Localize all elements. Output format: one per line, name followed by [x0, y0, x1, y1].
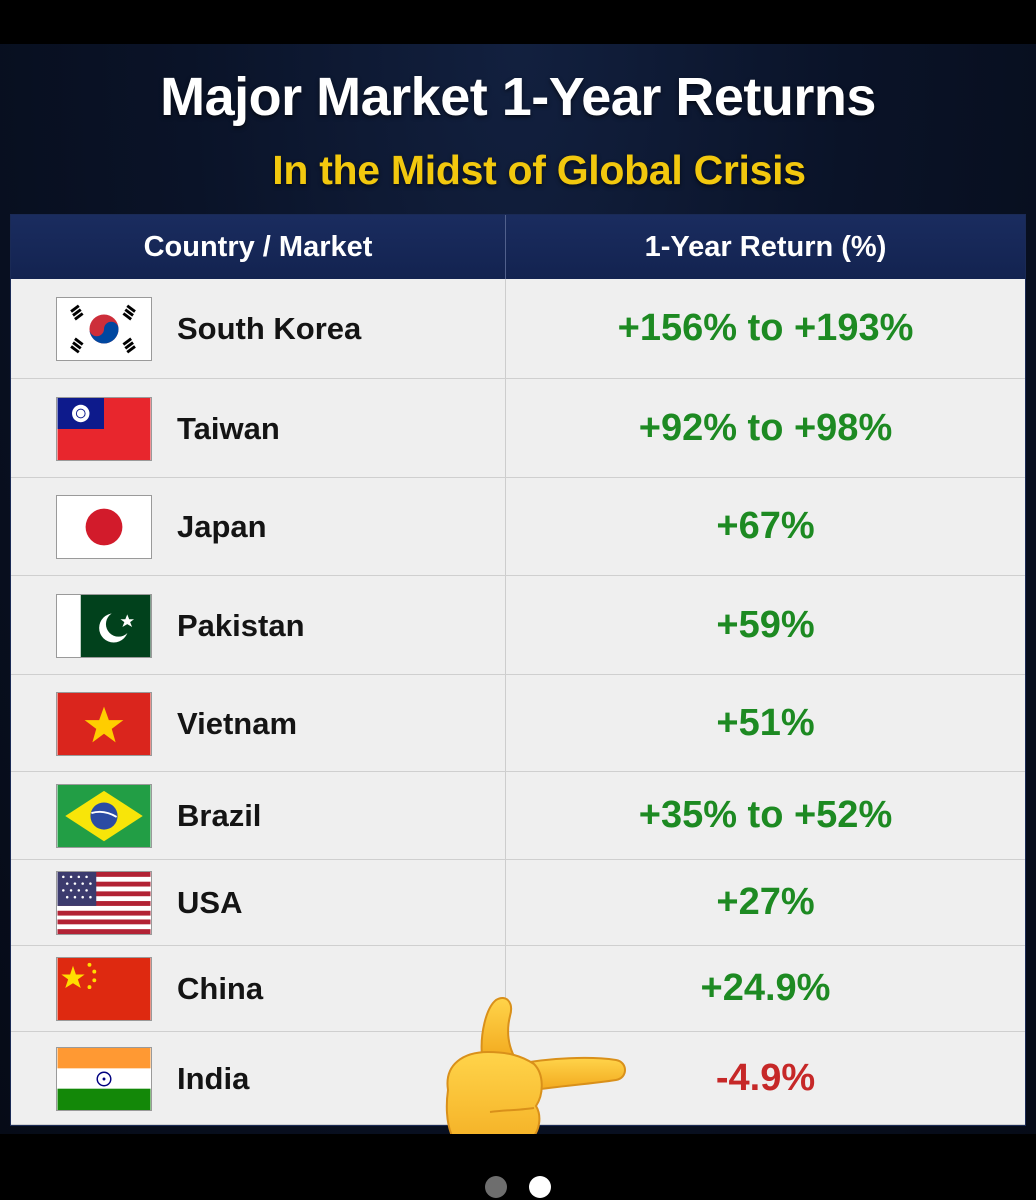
table-header: Country / Market 1-Year Return (%)	[11, 215, 1025, 281]
carousel-indicator	[0, 1176, 1036, 1198]
return-value: +51%	[716, 702, 815, 744]
china-flag-icon	[56, 957, 152, 1021]
column-divider	[505, 946, 506, 1031]
taiwan-flag-icon	[56, 397, 152, 461]
column-divider	[505, 478, 506, 575]
column-header-return: 1-Year Return (%)	[644, 231, 887, 263]
vietnam-flag-icon	[56, 692, 152, 756]
pakistan-flag-icon	[56, 594, 152, 658]
column-divider	[505, 860, 506, 945]
column-divider	[505, 379, 506, 477]
infographic-card: Major Market 1-Year Returns In the Midst…	[0, 44, 1036, 1134]
carousel-dot-1[interactable]	[485, 1176, 507, 1198]
country-name: USA	[177, 885, 243, 920]
returns-table: Country / Market 1-Year Return (%) South…	[10, 214, 1026, 1126]
brazil-flag-icon	[56, 784, 152, 848]
country-name: Vietnam	[177, 706, 298, 741]
table-row: China +24.9%	[11, 946, 1025, 1032]
return-value: +24.9%	[700, 967, 831, 1009]
table-row: South Korea +156% to +193%	[11, 279, 1025, 379]
page-subtitle: In the Midst of Global Crisis	[272, 147, 806, 193]
table-row: Japan +67%	[11, 478, 1025, 576]
table-row: Vietnam +51%	[11, 675, 1025, 772]
return-value: +35% to +52%	[638, 794, 893, 836]
column-divider	[505, 576, 506, 674]
column-divider	[505, 279, 506, 378]
country-name: Taiwan	[177, 411, 280, 446]
japan-flag-icon	[56, 495, 152, 559]
country-name: China	[177, 971, 264, 1006]
usa-flag-icon	[56, 871, 152, 935]
column-divider	[505, 675, 506, 771]
table-row: Brazil +35% to +52%	[11, 772, 1025, 860]
header-divider	[505, 215, 506, 279]
pointing-hand-emoji-icon	[445, 997, 626, 1134]
country-name: Pakistan	[177, 608, 305, 643]
india-flag-icon	[56, 1047, 152, 1111]
country-name: Japan	[177, 509, 267, 544]
return-value: -4.9%	[715, 1057, 816, 1099]
country-name: South Korea	[177, 311, 362, 346]
return-value: +27%	[716, 881, 815, 923]
page-title: Major Market 1-Year Returns	[160, 67, 876, 127]
country-name: India	[177, 1061, 250, 1096]
return-value: +156% to +193%	[617, 307, 914, 349]
column-header-country: Country / Market	[143, 231, 373, 263]
return-value: +67%	[716, 505, 815, 547]
table-row: Taiwan +92% to +98%	[11, 379, 1025, 478]
south-korea-flag-icon	[56, 297, 152, 361]
country-name: Brazil	[177, 798, 262, 833]
column-divider	[505, 772, 506, 859]
carousel-dot-2-active[interactable]	[529, 1176, 551, 1198]
table-row: USA +27%	[11, 860, 1025, 946]
return-value: +59%	[716, 604, 815, 646]
return-value: +92% to +98%	[638, 407, 893, 449]
table-row: Pakistan +59%	[11, 576, 1025, 675]
